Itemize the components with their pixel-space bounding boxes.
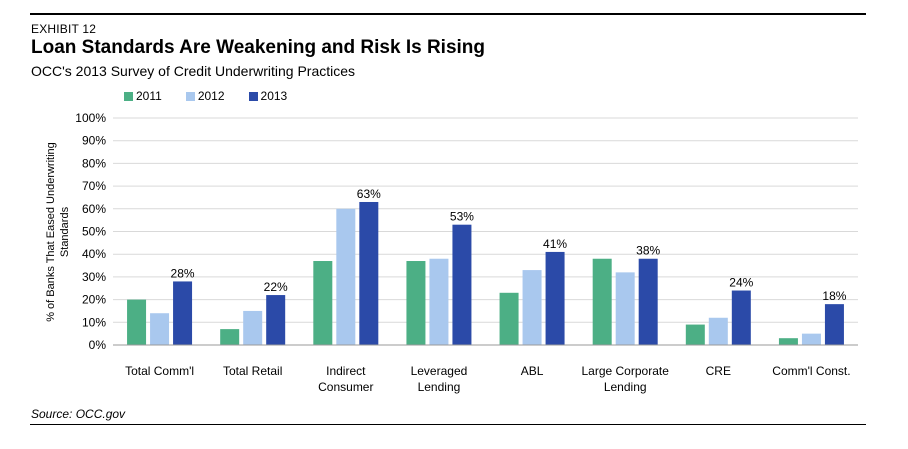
bar-2012 <box>336 208 356 345</box>
y-tick-label: 10% <box>82 315 106 329</box>
y-tick-label: 90% <box>82 134 106 148</box>
legend-item-2011: 2011 <box>124 89 162 103</box>
source-note: Source: OCC.gov <box>31 407 126 421</box>
legend-item-2012: 2012 <box>185 89 225 103</box>
y-tick-label: 30% <box>82 270 106 284</box>
y-tick-label: 70% <box>82 179 106 193</box>
category-label-line: Total Comm'l <box>125 364 194 378</box>
category-label-line: Consumer <box>318 380 373 394</box>
x-axis-categories: Total Comm'l Total Retail Indirect Consumer… <box>125 364 851 394</box>
bar-2011 <box>313 261 333 345</box>
bars <box>127 201 844 345</box>
bar-2011 <box>220 329 240 345</box>
y-axis-title: % of Banks That Eased Underwriting Standa… <box>45 142 71 322</box>
y-axis-label: % of Banks That Eased Underwriting Standa… <box>45 142 71 322</box>
legend-label-2011: 2011 <box>136 89 162 103</box>
bar-2011 <box>592 258 612 345</box>
bar-2013 <box>266 295 286 345</box>
data-label: 63% <box>357 187 381 201</box>
bar-2012 <box>243 310 263 345</box>
category-label: Leveraged Lending <box>411 364 468 394</box>
legend-label-2013: 2013 <box>260 89 288 103</box>
y-tick-label: 60% <box>82 202 106 216</box>
legend-label-2012: 2012 <box>197 89 225 103</box>
bar-2013 <box>731 290 751 345</box>
category-label-line: Lending <box>604 380 647 394</box>
bar-2011 <box>406 261 426 345</box>
category-label-line: CRE <box>706 364 731 378</box>
chart-title: Loan Standards Are Weakening and Risk Is… <box>31 37 485 58</box>
bar-2013 <box>173 281 193 345</box>
data-labels: 28% 22% 63% 53% 41% 38% 24% 18% <box>171 187 847 303</box>
data-label: 53% <box>450 210 474 224</box>
category-label: Total Retail <box>223 364 282 378</box>
y-axis-title-line: % of Banks That Eased Underwriting <box>45 142 57 322</box>
category-label-line: Large Corporate <box>581 364 669 378</box>
category-label: ABL <box>521 364 544 378</box>
category-label-line: Leveraged <box>411 364 468 378</box>
bar-2012 <box>615 272 635 345</box>
legend-swatch-2011 <box>124 91 133 101</box>
category-label: CRE <box>706 364 731 378</box>
bar-2013 <box>452 224 472 345</box>
bar-2012 <box>708 317 728 345</box>
y-tick-label: 50% <box>82 225 106 239</box>
y-tick-label: 100% <box>75 111 106 125</box>
bar-2013 <box>638 258 658 345</box>
category-label-line: Lending <box>418 380 461 394</box>
bar-2011 <box>127 299 147 345</box>
category-label-line: Comm'l Const. <box>772 364 850 378</box>
y-axis-title-line: Standards <box>59 206 71 257</box>
data-label: 22% <box>264 280 288 294</box>
chart-subtitle: OCC's 2013 Survey of Credit Underwriting… <box>31 63 356 79</box>
exhibit-label: EXHIBIT 12 <box>31 22 97 36</box>
y-tick-label: 20% <box>82 293 106 307</box>
bar-2013 <box>545 251 565 345</box>
bar-2012 <box>522 270 542 345</box>
data-label: 38% <box>636 244 660 258</box>
y-tick-label: 40% <box>82 247 106 261</box>
y-axis-ticks: 0% 10% 20% 30% 40% 50% 60% 70% 80% 90% 100% <box>75 111 106 352</box>
bar-2011 <box>685 324 705 345</box>
bar-2011 <box>499 292 519 345</box>
bar-2013 <box>824 304 844 345</box>
bar-2012 <box>150 313 170 345</box>
legend-swatch-2012 <box>185 91 195 101</box>
category-label-line: ABL <box>521 364 544 378</box>
category-label-line: Indirect <box>326 364 366 378</box>
category-label: Total Comm'l <box>125 364 194 378</box>
legend-swatch-2013 <box>248 91 258 101</box>
legend: 2011 2012 2013 <box>124 89 311 103</box>
bar-2013 <box>359 201 379 345</box>
bar-2012 <box>801 333 821 345</box>
y-tick-label: 80% <box>82 156 106 170</box>
top-rule <box>30 13 866 15</box>
bar-2012 <box>429 258 449 345</box>
data-label: 28% <box>171 266 195 280</box>
category-label-line: Total Retail <box>223 364 282 378</box>
data-label: 41% <box>543 237 567 251</box>
data-label: 24% <box>729 276 753 290</box>
data-label: 18% <box>822 289 846 303</box>
category-label: Comm'l Const. <box>772 364 850 378</box>
legend-item-2013: 2013 <box>248 89 288 103</box>
y-tick-label: 0% <box>89 338 107 352</box>
category-label: Large Corporate Lending <box>581 364 669 394</box>
category-label: Indirect Consumer <box>318 364 373 394</box>
bottom-rule <box>30 424 866 425</box>
bar-2011 <box>778 338 798 345</box>
